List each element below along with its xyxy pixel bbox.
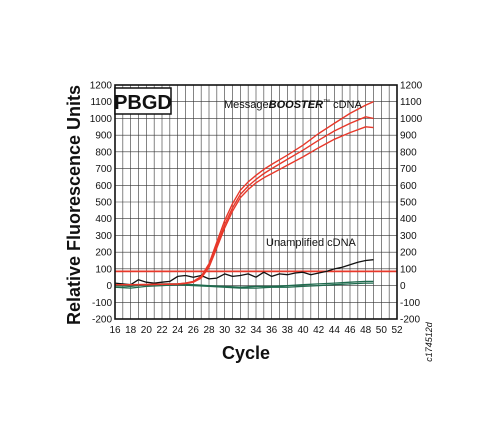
- x-tick-label: 18: [125, 325, 137, 336]
- series-line-booster: [115, 126, 374, 286]
- y-tick-label-right: 300: [400, 231, 417, 242]
- x-tick-label: 50: [376, 325, 388, 336]
- y-tick-label-left: -200: [92, 315, 112, 326]
- annotation-booster: MessageBOOSTER™ cDNA: [224, 99, 362, 111]
- x-tick-label: 24: [172, 325, 184, 336]
- y-tick-label-left: 1000: [90, 114, 113, 125]
- x-tick-label: 32: [235, 325, 247, 336]
- series-line-unamplified: [114, 259, 374, 286]
- y-tick-label-right: 900: [400, 131, 417, 142]
- series-layer: [114, 101, 374, 289]
- x-tick-label: 36: [266, 325, 278, 336]
- badge-label: PBGD: [114, 92, 172, 114]
- x-tick-label: 42: [313, 325, 325, 336]
- badge-box: [114, 87, 172, 115]
- x-tick-label: 30: [219, 325, 231, 336]
- annotation-unamplified: Unamplified cDNA: [266, 237, 357, 249]
- y-tick-label-left: 1200: [90, 81, 113, 92]
- y-tick-label-left: 200: [95, 248, 112, 259]
- y-tick-label-left: 300: [95, 231, 112, 242]
- y-tick-label-left: 800: [95, 147, 112, 158]
- y-tick-label-left: 900: [95, 131, 112, 142]
- y-tick-label-right: 700: [400, 164, 417, 175]
- y-tick-label-left: 400: [95, 214, 112, 225]
- y-tick-label-right: 500: [400, 198, 417, 209]
- x-axis-title: Cycle: [222, 343, 270, 363]
- y-tick-label-right: 400: [400, 214, 417, 225]
- y-tick-label-right: 600: [400, 181, 417, 192]
- y-tick-label-left: 0: [106, 281, 112, 292]
- y-tick-label-right: 1000: [400, 114, 423, 125]
- y-tick-label-left: 600: [95, 181, 112, 192]
- y-tick-label-left: 100: [95, 264, 112, 275]
- x-tick-label: 46: [344, 325, 356, 336]
- y-tick-label-left: 500: [95, 198, 112, 209]
- y-tick-label-right: 800: [400, 147, 417, 158]
- badge: PBGD: [114, 87, 172, 115]
- x-tick-label: 52: [391, 325, 403, 336]
- y-tick-label-right: 0: [400, 281, 406, 292]
- y-tick-label-left: 1100: [90, 97, 112, 108]
- x-tick-label: 28: [203, 325, 215, 336]
- ticks-layer: 16 18 20 22 24 26 28 30 32 34 36 38 40 42 44 46 48 50 52-2…: [90, 81, 423, 337]
- x-tick-label: 16: [109, 325, 121, 336]
- annotation-booster-italic: BOOSTER: [269, 99, 323, 111]
- x-tick-label: 38: [282, 325, 294, 336]
- annotation-booster-tm: ™: [323, 99, 330, 106]
- x-tick-label: 48: [360, 325, 372, 336]
- y-tick-label-right: 1200: [400, 81, 423, 92]
- y-tick-label-right: -200: [400, 315, 420, 326]
- x-tick-label: 44: [329, 325, 341, 336]
- series-line-booster: [115, 116, 374, 286]
- plot-frame: [114, 84, 398, 320]
- annotation-booster-suffix: cDNA: [330, 99, 362, 111]
- y-axis-title: Relative Fluorescence Units: [64, 85, 84, 325]
- y-tick-label-right: 1100: [400, 97, 422, 108]
- x-tick-label: 26: [188, 325, 200, 336]
- series-line-ntc: [114, 282, 374, 289]
- y-tick-label-right: 200: [400, 248, 417, 259]
- x-tick-label: 40: [297, 325, 309, 336]
- x-tick-label: 22: [156, 325, 168, 336]
- y-tick-label-left: 700: [95, 164, 112, 175]
- y-tick-label-right: -100: [400, 298, 420, 309]
- catalog-code: c174512d: [424, 321, 434, 362]
- x-tick-label: 20: [141, 325, 153, 336]
- y-tick-label-left: -100: [92, 298, 112, 309]
- annotation-booster-prefix: Message: [224, 99, 269, 111]
- x-tick-label: 34: [250, 325, 262, 336]
- y-tick-label-right: 100: [400, 264, 417, 275]
